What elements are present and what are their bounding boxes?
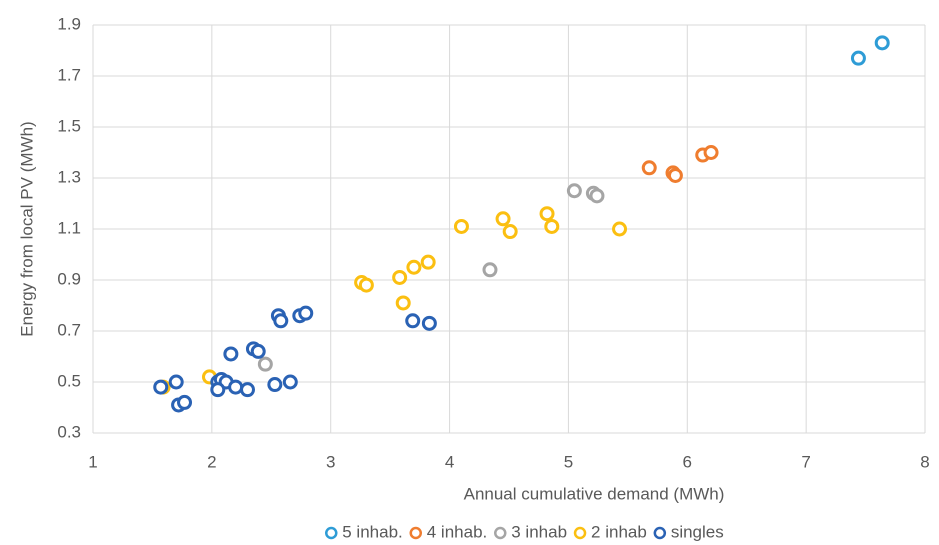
point <box>210 382 226 398</box>
point <box>257 356 273 372</box>
y-tick-label: 1.5 <box>57 116 81 135</box>
point <box>703 145 719 160</box>
legend-marker <box>325 526 338 540</box>
point <box>282 374 298 390</box>
legend-label: singles <box>671 522 724 541</box>
point <box>482 262 498 278</box>
x-tick-label: 2 <box>207 452 216 471</box>
x-tick-label: 7 <box>801 452 810 471</box>
point <box>223 346 239 362</box>
y-axis-title: Energy from local PV (MWh) <box>17 121 36 336</box>
legend-label: 3 inhab <box>511 522 567 541</box>
point <box>874 35 890 51</box>
legend-label: 5 inhab. <box>342 522 403 541</box>
y-tick-label: 0.9 <box>57 269 81 288</box>
legend-marker <box>573 526 587 540</box>
point <box>589 188 605 204</box>
x-tick-label: 1 <box>88 452 97 471</box>
point <box>850 50 866 66</box>
point <box>544 218 560 234</box>
y-tick-label: 1.1 <box>57 218 81 237</box>
y-tick-label: 0.7 <box>57 320 81 339</box>
point <box>358 277 374 293</box>
point <box>667 167 683 183</box>
y-tick-label: 0.5 <box>57 371 81 390</box>
legend-marker <box>494 526 507 540</box>
point <box>392 269 408 285</box>
point <box>420 254 436 270</box>
x-tick-label: 5 <box>564 452 573 471</box>
legend-label: 2 inhab <box>591 522 647 541</box>
x-tick-label: 6 <box>683 452 692 471</box>
legend-marker <box>409 526 423 540</box>
point <box>168 374 184 390</box>
point <box>250 343 266 359</box>
point <box>177 394 193 410</box>
point <box>641 160 657 176</box>
point <box>421 315 437 331</box>
x-tick-label: 8 <box>920 452 929 471</box>
point <box>612 221 628 237</box>
x-tick-label: 4 <box>445 452 454 471</box>
x-axis-title: Annual cumulative demand (MWh) <box>464 484 725 503</box>
point <box>298 305 314 321</box>
point <box>153 379 169 395</box>
point <box>395 295 411 311</box>
point <box>406 259 422 275</box>
point <box>453 218 469 234</box>
point <box>502 224 518 240</box>
y-tick-label: 1.9 <box>57 14 81 33</box>
point <box>566 183 582 199</box>
point <box>495 211 511 227</box>
legend-label: 4 inhab. <box>427 522 488 541</box>
legend-marker <box>653 526 667 540</box>
point <box>273 313 289 329</box>
point <box>240 382 256 398</box>
y-tick-label: 1.3 <box>57 167 81 186</box>
point <box>228 379 244 395</box>
point <box>405 313 421 329</box>
y-tick-label: 1.7 <box>57 65 81 84</box>
x-tick-label: 3 <box>326 452 335 471</box>
point <box>539 206 555 222</box>
point <box>267 377 283 393</box>
y-tick-label: 0.3 <box>57 422 81 441</box>
